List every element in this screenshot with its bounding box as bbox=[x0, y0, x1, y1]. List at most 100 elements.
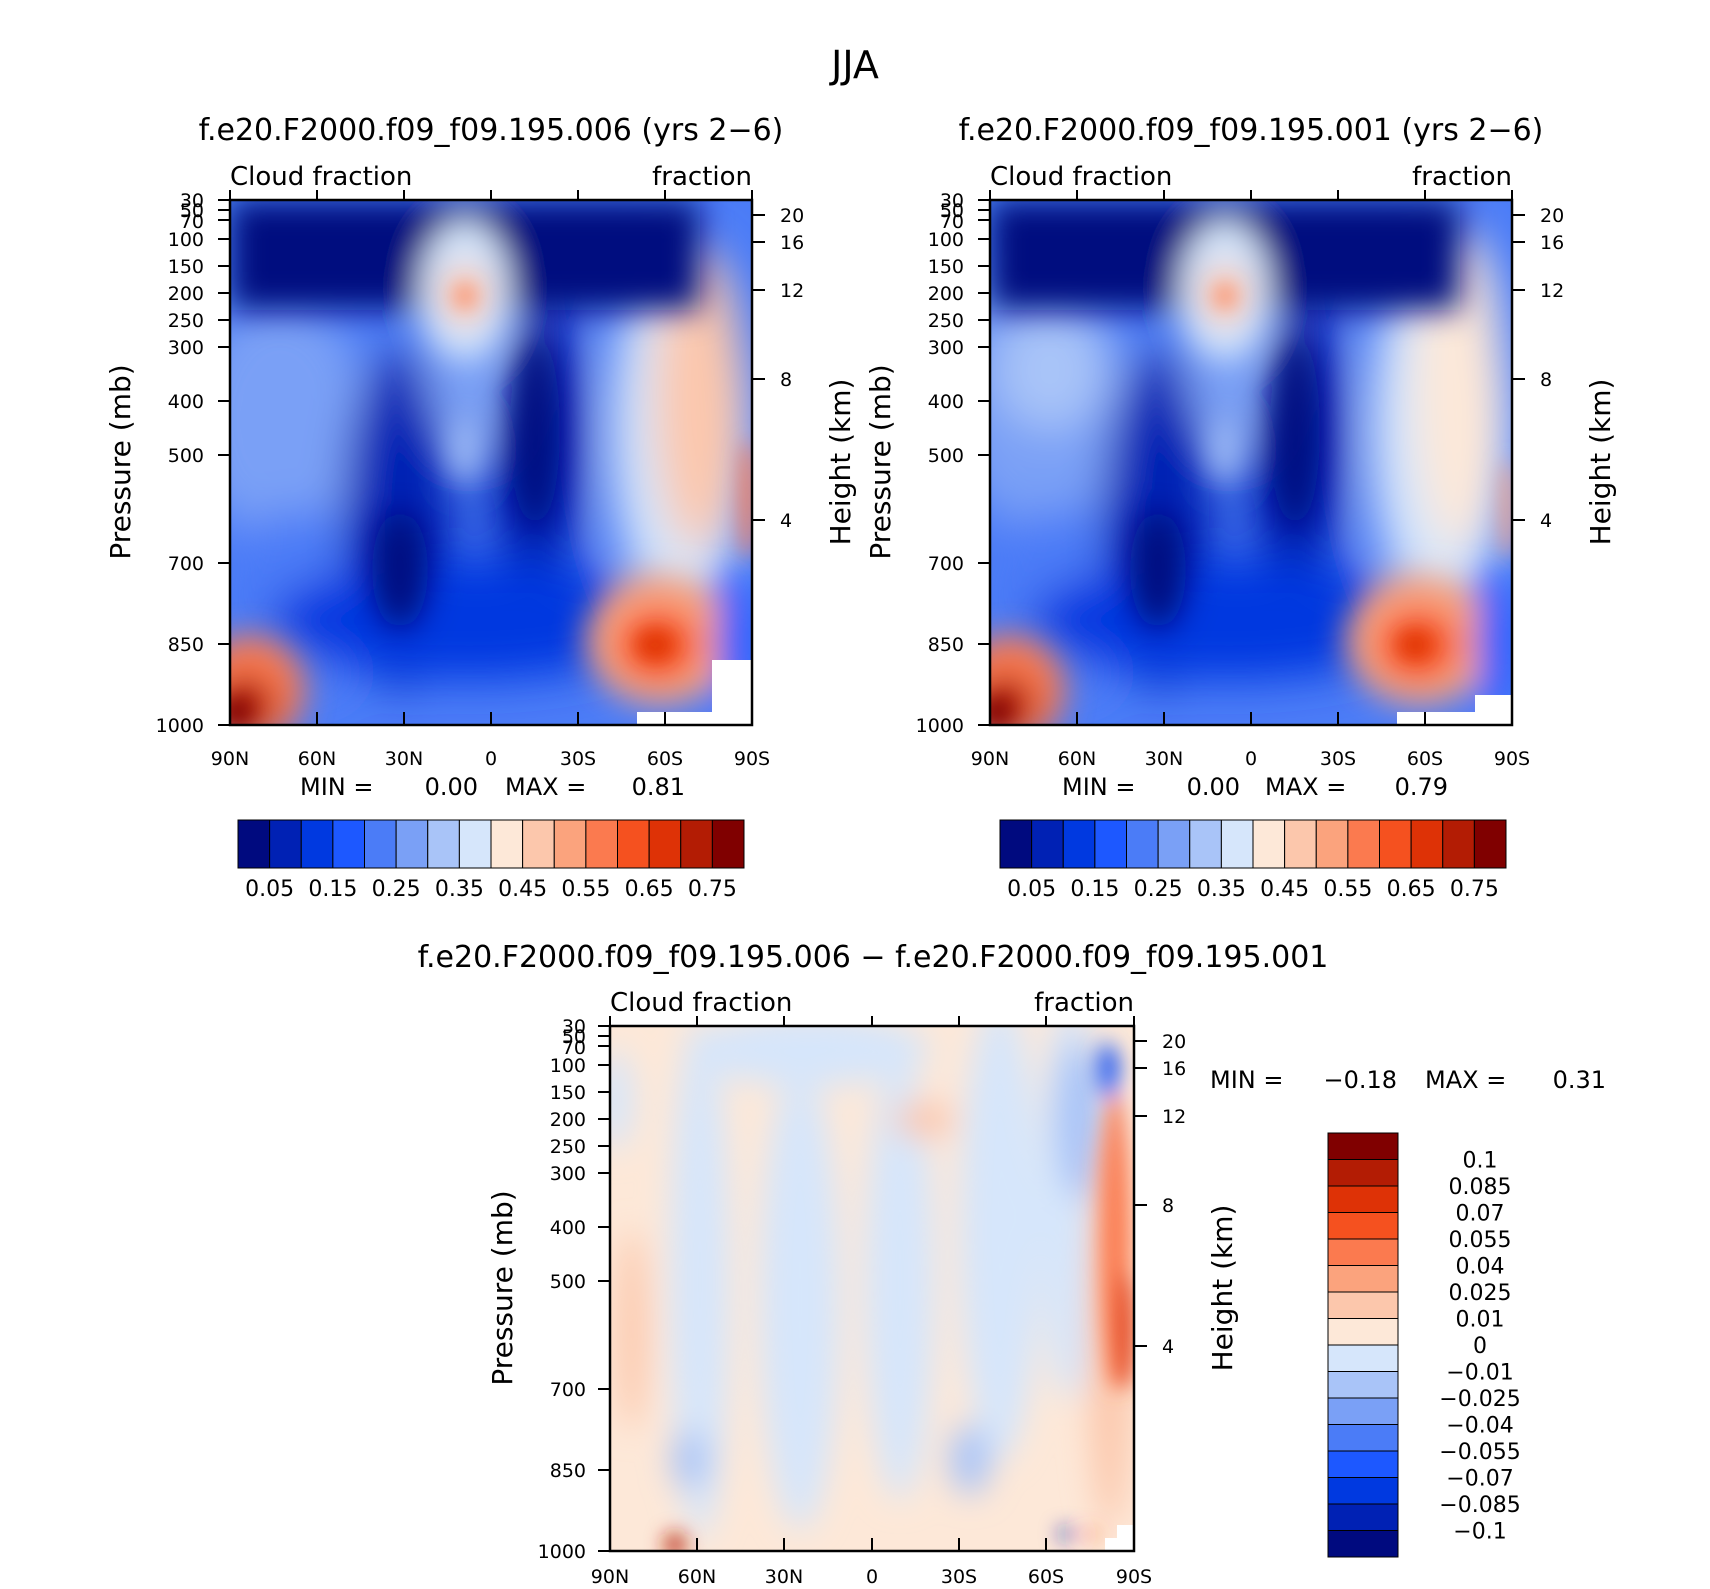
x-tick-label: 60S bbox=[647, 748, 683, 770]
max-label: MAX = bbox=[1425, 1066, 1506, 1094]
height-tick-label: 8 bbox=[1162, 1195, 1174, 1217]
y-tick-label: 700 bbox=[928, 553, 964, 575]
colorbar-swatch bbox=[553, 819, 587, 869]
x-tick-label: 90N bbox=[971, 748, 1009, 770]
x-tick-label: 30S bbox=[560, 748, 596, 770]
colorbar-label: 0.01 bbox=[1456, 1308, 1505, 1333]
height-tick-label: 12 bbox=[1540, 280, 1564, 302]
colorbar-label: −0.1 bbox=[1453, 1520, 1506, 1545]
min-label: MIN = bbox=[1210, 1066, 1283, 1094]
colorbar-label: 0.75 bbox=[688, 877, 737, 902]
x-tick-label: 90N bbox=[591, 1566, 629, 1588]
colorbar-swatch bbox=[1327, 1291, 1399, 1319]
colorbar-label: −0.055 bbox=[1439, 1440, 1520, 1465]
y-tick-label: 150 bbox=[168, 256, 204, 278]
x-tick-label: 0 bbox=[485, 748, 497, 770]
colorbar-swatch bbox=[1315, 819, 1349, 869]
colorbar-swatch bbox=[1327, 1424, 1399, 1452]
y-tick-label: 1000 bbox=[156, 715, 204, 737]
colorbar-swatch bbox=[1327, 1132, 1399, 1160]
min-max-readout: MIN = −0.18 MAX = 0.31 bbox=[1210, 1066, 1606, 1094]
colorbar-swatch bbox=[1189, 819, 1222, 869]
x-tick-label: 30N bbox=[765, 1566, 803, 1588]
y-tick-label: 150 bbox=[550, 1082, 586, 1104]
max-label: MAX = bbox=[505, 773, 586, 801]
colorbar-swatch bbox=[680, 819, 713, 869]
height-tick-label: 12 bbox=[1162, 1106, 1186, 1128]
colorbar-swatch bbox=[1157, 819, 1191, 869]
min-max-readout: MIN = 0.00 MAX = 0.79 bbox=[1062, 773, 1448, 801]
colorbar-swatch bbox=[1284, 819, 1317, 869]
colorbar: −0.1−0.085−0.07−0.055−0.04−0.025−0.0100.… bbox=[1327, 1132, 1521, 1558]
y-axis-height: 20 16 12 8 4 Height (km) bbox=[1512, 205, 1617, 545]
colorbar-label: −0.07 bbox=[1446, 1467, 1513, 1492]
height-tick-label: 20 bbox=[1162, 1031, 1186, 1053]
left-string: Cloud fraction bbox=[610, 988, 792, 1018]
colorbar-swatch bbox=[1379, 819, 1412, 869]
contour-field bbox=[990, 200, 1512, 725]
panel-title: f.e20.F2000.f09_f09.195.006 − f.e20.F200… bbox=[418, 940, 1329, 975]
y-tick-label: 200 bbox=[550, 1109, 586, 1131]
y-axis-pressure: 30 50 70 100 150 200 250 300 400 500 700… bbox=[486, 1016, 610, 1563]
x-tick-label: 90S bbox=[1494, 748, 1530, 770]
colorbar-swatch bbox=[648, 819, 682, 869]
colorbar-swatch bbox=[300, 819, 334, 869]
y-axis-label: Pressure (mb) bbox=[104, 364, 137, 559]
colorbar-label: 0.55 bbox=[561, 877, 610, 902]
colorbar-swatch bbox=[1327, 1503, 1399, 1531]
height-tick-label: 16 bbox=[1162, 1058, 1186, 1080]
max-label: MAX = bbox=[1265, 773, 1346, 801]
colorbar-swatch bbox=[1094, 819, 1127, 869]
y-tick-label: 250 bbox=[550, 1136, 586, 1158]
right-string: fraction bbox=[652, 162, 752, 192]
y-tick-label: 70 bbox=[940, 211, 964, 233]
colorbar: 0.05 0.15 0.25 0.35 0.45 0.55 0.65 0.75 bbox=[237, 819, 745, 902]
colorbar-swatch bbox=[490, 819, 524, 869]
height-tick-label: 8 bbox=[780, 369, 792, 391]
x-tick-label: 30S bbox=[1320, 748, 1356, 770]
y-tick-label: 700 bbox=[168, 553, 204, 575]
colorbar-label: 0.75 bbox=[1450, 877, 1499, 902]
max-value: 0.79 bbox=[1395, 773, 1448, 801]
min-label: MIN = bbox=[300, 773, 373, 801]
y-axis-height: 20 16 12 8 4 Height (km) bbox=[752, 205, 857, 545]
panel-model-001: f.e20.F2000.f09_f09.195.001 (yrs 2−6) Cl… bbox=[864, 113, 1617, 902]
colorbar-label: 0.04 bbox=[1456, 1255, 1505, 1280]
x-tick-label: 60N bbox=[678, 1566, 716, 1588]
figure-title: JJA bbox=[829, 43, 879, 87]
x-axis: 90N 60N 30N 0 30S 60S 90S bbox=[971, 190, 1530, 770]
colorbar-label: −0.085 bbox=[1439, 1493, 1520, 1518]
colorbar-label: 0.05 bbox=[245, 877, 294, 902]
y-tick-label: 100 bbox=[928, 229, 964, 251]
right-axis-label: Height (km) bbox=[1584, 379, 1617, 546]
max-value: 0.31 bbox=[1553, 1066, 1606, 1094]
y-tick-label: 1000 bbox=[916, 715, 964, 737]
min-value: 0.00 bbox=[425, 773, 478, 801]
colorbar-label: 0.35 bbox=[1197, 877, 1246, 902]
x-tick-label: 0 bbox=[866, 1566, 878, 1588]
colorbar-swatch bbox=[1252, 819, 1286, 869]
y-tick-label: 250 bbox=[168, 310, 204, 332]
colorbar-label: 0.25 bbox=[1134, 877, 1183, 902]
colorbar-label: −0.01 bbox=[1446, 1361, 1513, 1386]
y-tick-label: 500 bbox=[168, 445, 204, 467]
colorbar-label: 0.45 bbox=[1260, 877, 1309, 902]
y-tick-label: 30 bbox=[562, 1016, 586, 1038]
y-axis-height: 20 16 12 8 4 Height (km) bbox=[1134, 1031, 1239, 1371]
y-tick-label: 300 bbox=[168, 337, 204, 359]
colorbar-swatch bbox=[585, 819, 618, 869]
min-label: MIN = bbox=[1062, 773, 1135, 801]
colorbar-swatch bbox=[458, 819, 492, 869]
y-tick-label: 100 bbox=[168, 229, 204, 251]
y-tick-label: 400 bbox=[928, 391, 964, 413]
y-axis-label: Pressure (mb) bbox=[864, 364, 897, 559]
right-string: fraction bbox=[1412, 162, 1512, 192]
colorbar-swatch bbox=[1031, 819, 1064, 869]
y-tick-label: 500 bbox=[928, 445, 964, 467]
x-tick-label: 90N bbox=[211, 748, 249, 770]
panel-difference: f.e20.F2000.f09_f09.195.006 − f.e20.F200… bbox=[418, 940, 1606, 1588]
x-tick-label: 90S bbox=[734, 748, 770, 770]
x-tick-label: 30S bbox=[941, 1566, 977, 1588]
colorbar-swatch bbox=[364, 819, 397, 869]
y-tick-label: 500 bbox=[550, 1271, 586, 1293]
